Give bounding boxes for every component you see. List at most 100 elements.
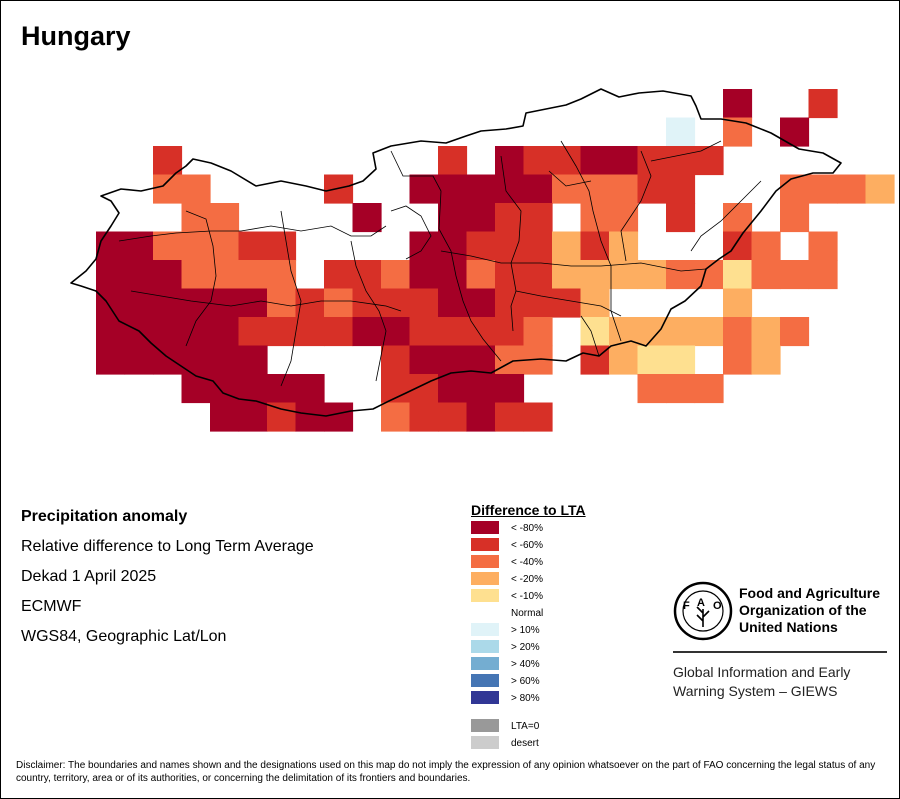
grid-cell [523, 231, 553, 261]
disclaimer: Disclaimer: The boundaries and names sho… [16, 760, 876, 784]
grid-cell [723, 260, 753, 290]
legend-swatch-gt-60 [471, 674, 499, 687]
grid-cell [409, 345, 439, 375]
grid-cell [238, 231, 268, 261]
county-boundaries [118, 140, 762, 387]
legend-swatch-lt-80 [471, 521, 499, 534]
grid-cell [466, 174, 496, 204]
grid-cell [666, 317, 696, 347]
branding-divider [673, 651, 887, 653]
legend-swatch-gt-20 [471, 640, 499, 653]
map-source: ECMWF [21, 598, 82, 615]
grid-cell [409, 174, 439, 204]
legend-swatch-lt-20 [471, 572, 499, 585]
grid-cell [495, 374, 525, 404]
grid-cell [381, 402, 411, 432]
grid-cell [324, 402, 354, 432]
grid-cell [808, 174, 838, 204]
grid-cell [153, 288, 183, 318]
grid-cell [723, 288, 753, 318]
grid-cell [495, 146, 525, 176]
grid-cell [96, 288, 126, 318]
legend-swatch-lt-10 [471, 589, 499, 602]
grid-cell [637, 374, 667, 404]
grid-cell [694, 317, 724, 347]
anomaly-grid [96, 89, 895, 432]
legend-label-normal: Normal [511, 608, 544, 619]
legend-swatch-lta0 [471, 719, 499, 732]
map-period: Dekad 1 April 2025 [21, 568, 157, 585]
legend-label-gt-60: > 60% [511, 676, 540, 687]
grid-cell [438, 345, 468, 375]
grid-cell [523, 317, 553, 347]
legend-swatch-lt-40 [471, 555, 499, 568]
grid-cell [666, 203, 696, 233]
grid-cell [238, 374, 268, 404]
grid-cell [609, 345, 639, 375]
grid-cell [780, 117, 810, 147]
grid-cell [324, 317, 354, 347]
legend-swatch-gt-80 [471, 691, 499, 704]
grid-cell [181, 260, 211, 290]
country-title: Hungary [21, 21, 131, 51]
grid-cell [751, 317, 781, 347]
grid-cell [438, 317, 468, 347]
grid-cell [495, 288, 525, 318]
svg-text:F: F [683, 600, 690, 612]
grid-cell [124, 260, 154, 290]
grid-cell [694, 260, 724, 290]
grid-cell [666, 374, 696, 404]
grid-cell [153, 317, 183, 347]
grid-cell [466, 345, 496, 375]
grid-cell [295, 374, 325, 404]
country-border [70, 88, 842, 417]
grid-cell [438, 146, 468, 176]
grid-cell [210, 317, 240, 347]
map-projection: WGS84, Geographic Lat/Lon [21, 628, 227, 645]
grid-cell [409, 402, 439, 432]
grid-cell [438, 260, 468, 290]
legend-label-gt-80: > 80% [511, 693, 540, 704]
grid-cell [780, 317, 810, 347]
legend-title: Difference to LTA [471, 502, 586, 518]
grid-cell [808, 231, 838, 261]
grid-cell [723, 317, 753, 347]
grid-cell [238, 402, 268, 432]
legend-label-gt-10: > 10% [511, 625, 540, 636]
legend-swatch-desert [471, 736, 499, 749]
grid-cell [780, 174, 810, 204]
grid-cell [295, 317, 325, 347]
grid-cell [523, 260, 553, 290]
grid-cell [466, 203, 496, 233]
grid-cell [694, 374, 724, 404]
grid-cell [523, 146, 553, 176]
grid-cell [580, 231, 610, 261]
grid-cell [153, 146, 183, 176]
grid-cell [523, 402, 553, 432]
grid-cell [466, 402, 496, 432]
legend-label-lt-20: < -20% [511, 574, 543, 585]
grid-cell [96, 345, 126, 375]
grid-cell [780, 203, 810, 233]
grid-cell [181, 231, 211, 261]
grid-cell [381, 260, 411, 290]
grid-cell [210, 345, 240, 375]
legend-label-lta0: LTA=0 [511, 721, 540, 732]
grid-cell [267, 317, 297, 347]
grid-cell [609, 146, 639, 176]
grid-cell [523, 174, 553, 204]
grid-cell [153, 260, 183, 290]
grid-cell [381, 317, 411, 347]
grid-cell [495, 317, 525, 347]
grid-cell [267, 260, 297, 290]
grid-cell [580, 174, 610, 204]
grid-cell [637, 260, 667, 290]
map-subject: Precipitation anomaly [21, 508, 188, 525]
grid-cell [523, 288, 553, 318]
grid-cell [438, 203, 468, 233]
grid-cell [381, 345, 411, 375]
grid-cell [267, 402, 297, 432]
grid-cell [808, 89, 838, 119]
grid-cell [552, 174, 582, 204]
